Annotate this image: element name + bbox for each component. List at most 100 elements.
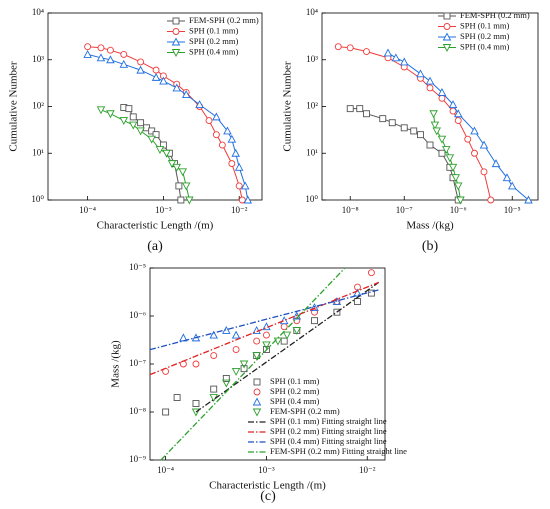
x-tick-label: 10⁻⁴ — [157, 465, 174, 475]
y-tick-label: 10⁰ — [31, 194, 44, 204]
marker — [253, 388, 261, 396]
series-line — [195, 281, 380, 413]
panel-label: (a) — [147, 239, 163, 254]
marker — [456, 196, 465, 205]
x-tick-label: 10⁻³ — [258, 465, 275, 475]
marker — [173, 394, 181, 402]
marker — [400, 124, 408, 132]
marker — [210, 385, 218, 393]
x-axis-title: Mass /(kg) — [406, 220, 454, 232]
marker — [179, 360, 187, 368]
marker — [426, 141, 434, 149]
marker — [177, 196, 185, 204]
y-tick-label: 10⁻⁵ — [129, 262, 146, 272]
legend-label: SPH (0.1 mm) — [270, 376, 320, 386]
marker — [172, 163, 182, 172]
marker — [128, 121, 138, 130]
marker — [136, 65, 145, 74]
marker — [332, 297, 342, 306]
marker — [96, 106, 106, 115]
marker — [438, 94, 446, 102]
marker — [448, 163, 458, 172]
x-tick-label: 10⁻⁷ — [396, 205, 413, 215]
marker — [97, 44, 105, 52]
chart-panel: 10⁻⁴ 10⁻³ 10⁻² 10⁻⁹ 10⁻⁸ 10⁻⁷ 10⁻⁶ 10⁻⁵ Characte… — [110, 262, 408, 504]
chart-panel: 10⁻⁴ 10⁻³ 10⁻² 10⁰ 10¹ 10² 10³ 10⁴ Characteristi… — [8, 7, 263, 254]
marker — [410, 127, 418, 135]
marker — [222, 325, 231, 334]
marker — [416, 69, 425, 78]
marker — [231, 367, 241, 376]
panel-label: (b) — [422, 239, 439, 254]
marker — [445, 154, 455, 163]
marker — [399, 57, 409, 66]
legend-label: SPH (0.4 mm) — [270, 396, 320, 406]
marker — [212, 131, 220, 139]
marker — [136, 127, 145, 136]
marker — [238, 196, 246, 204]
y-axis-title: Cumulative Number — [8, 61, 20, 151]
legend-label: SPH (0.4 mm) — [460, 41, 510, 51]
marker — [334, 43, 342, 51]
marker — [231, 330, 241, 339]
marker — [234, 162, 244, 171]
marker — [442, 44, 452, 52]
x-tick-label: 10⁻² — [231, 205, 248, 215]
marker — [83, 49, 92, 58]
marker — [454, 117, 462, 125]
y-axis-title: Cumulative Number — [282, 61, 294, 151]
marker — [137, 119, 145, 127]
legend-label: SPH (0.1 mm) — [460, 20, 510, 30]
marker — [310, 303, 319, 311]
marker — [502, 173, 512, 182]
marker — [239, 360, 249, 369]
x-tick-label: 10⁻² — [359, 465, 376, 475]
marker — [84, 43, 92, 51]
marker — [252, 408, 262, 417]
chart-panel: 10⁻⁸ 10⁻⁷ 10⁻⁶ 10⁻⁵ 10⁰ 10¹ 10² 10³ 10⁴ Mass /(kg… — [282, 7, 539, 254]
marker — [442, 32, 452, 41]
marker — [137, 58, 145, 66]
marker — [346, 44, 354, 52]
marker — [175, 182, 183, 190]
marker — [155, 146, 165, 154]
legend-label: SPH (0.2 mm) — [189, 36, 239, 46]
y-tick-label: 10⁻⁷ — [129, 358, 146, 368]
legend-label: SPH (0.2 mm) — [460, 31, 510, 41]
marker — [273, 337, 283, 346]
legend-label: SPH (0.2 mm) — [270, 386, 320, 396]
marker — [453, 109, 463, 118]
legend-label: FEM-SPH (0.2 mm) — [189, 15, 259, 25]
marker — [426, 84, 434, 92]
marker — [282, 331, 292, 340]
marker — [151, 72, 161, 81]
marker — [253, 337, 261, 345]
marker — [159, 76, 168, 85]
legend-label: SPH (0.1 mm) Fitting straight line — [270, 416, 387, 426]
marker — [178, 168, 188, 177]
marker — [367, 269, 375, 277]
marker — [429, 110, 438, 119]
marker — [449, 107, 457, 115]
marker — [464, 135, 472, 143]
marker — [223, 126, 232, 135]
marker — [262, 341, 271, 350]
marker — [507, 181, 517, 190]
marker — [470, 126, 479, 135]
marker — [205, 117, 213, 125]
marker — [417, 131, 424, 139]
marker — [172, 17, 180, 25]
marker — [243, 195, 253, 204]
y-tick-label: 10¹ — [306, 147, 318, 157]
marker — [252, 397, 262, 406]
marker — [235, 182, 243, 190]
marker — [442, 146, 451, 154]
legend-label: FEM-SPH (0.2 mm) — [270, 406, 340, 416]
series-line — [160, 267, 346, 461]
marker — [363, 48, 370, 55]
marker — [222, 374, 230, 382]
marker — [185, 196, 194, 205]
series-line — [87, 53, 249, 201]
